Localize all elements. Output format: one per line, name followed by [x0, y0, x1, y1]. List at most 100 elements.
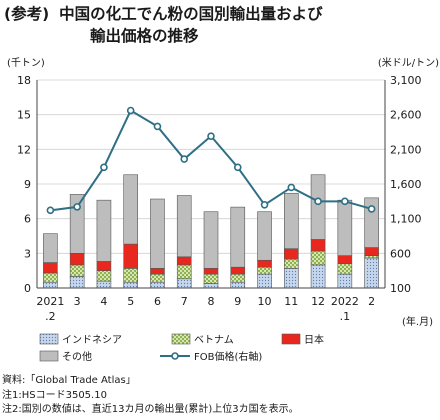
y-tick-right: 2,600: [390, 109, 422, 122]
bar-vietnam: [69, 264, 85, 277]
fob-price-point: [73, 203, 81, 211]
bar-vietnam: [203, 273, 219, 284]
y-tick-left: 9: [24, 178, 31, 191]
bar-other: [203, 211, 219, 269]
bar-indonesia: [96, 280, 112, 289]
bar-japan: [230, 266, 246, 275]
legend-indonesia-swatch: [39, 333, 59, 345]
y-tick-left: 12: [17, 143, 31, 156]
y-tick-left: 0: [24, 282, 31, 295]
legend-vietnam-swatch: [171, 333, 191, 345]
bar-japan: [96, 261, 112, 271]
x-tick-label: 8: [208, 295, 215, 308]
y-tick-right: 3,100: [390, 74, 422, 87]
bar-japan: [69, 253, 85, 266]
bar-japan: [150, 268, 165, 275]
bar-vietnam: [150, 273, 165, 283]
y-tick-right: 600: [390, 247, 411, 260]
bar-other: [43, 233, 58, 263]
fob-price-point: [341, 197, 349, 206]
x-tick-label: 12: [311, 295, 325, 308]
y-tick-left: 18: [17, 74, 31, 87]
y-axis-right-label: (米ドル/トン): [378, 56, 439, 69]
fob-price-point: [153, 122, 162, 131]
title-line-2: 輸出価格の推移: [90, 27, 199, 45]
bar-other: [123, 174, 138, 245]
bar-indonesia: [176, 278, 192, 289]
bar-indonesia: [203, 283, 219, 289]
bar-other: [284, 192, 299, 250]
y-tick-right: 2,100: [390, 143, 422, 156]
bar-indonesia: [284, 268, 299, 289]
legend-fob-label: FOB価格(右軸): [194, 350, 262, 363]
y-tick-left: 15: [17, 109, 31, 122]
bar-indonesia: [150, 281, 165, 289]
bar-japan: [337, 255, 353, 265]
bar-japan: [176, 256, 192, 266]
y-tick-left: 6: [24, 213, 31, 226]
bar-other: [230, 206, 246, 268]
fob-price-point: [287, 183, 296, 192]
bar-vietnam: [96, 270, 112, 282]
fob-price-point: [100, 163, 108, 172]
bar-indonesia: [364, 257, 379, 289]
fob-price-point: [260, 201, 269, 209]
fob-price-point: [233, 163, 242, 172]
x-tick-label: 5: [127, 295, 134, 308]
source-notes: 資料:「Global Trade Atlas」 注1:HSコード3505.10 …: [2, 374, 299, 418]
legend-other-swatch: [39, 350, 59, 362]
x-tick-label: 11: [284, 295, 298, 308]
legend-fob-swatch-marker: [171, 352, 179, 360]
bar-indonesia: [69, 276, 85, 289]
legend-other-label: その他: [62, 350, 92, 363]
bar-vietnam: [364, 255, 379, 259]
bar-indonesia: [43, 281, 58, 289]
bar-vietnam: [176, 264, 192, 280]
bar-indonesia: [310, 264, 326, 289]
bar-other: [150, 198, 165, 269]
bar-japan: [203, 268, 219, 275]
title-prefix: (参考): [4, 5, 50, 23]
bar-other: [337, 199, 353, 256]
bar-indonesia: [123, 281, 138, 289]
source-note: 資料:「Global Trade Atlas」: [2, 375, 136, 386]
bar-japan: [123, 243, 138, 269]
legend-japan-label: 日本: [304, 333, 324, 346]
x-tick-label: .2: [45, 310, 56, 323]
bar-vietnam: [43, 272, 58, 283]
fob-price-point: [126, 106, 135, 115]
fob-price-point: [180, 155, 189, 163]
y-axis-left-label: (千トン): [7, 57, 45, 69]
fob-price-point: [46, 206, 55, 215]
title-line-1: 中国の化工でん粉の国別輸出量および: [59, 5, 323, 23]
fob-price-point: [314, 197, 322, 206]
bar-vietnam: [230, 273, 246, 283]
bar-other: [176, 195, 192, 258]
bar-other: [96, 199, 112, 262]
x-tick-label: .1: [340, 310, 351, 323]
bar-japan: [364, 247, 379, 256]
bar-vietnam: [284, 258, 299, 269]
legend-japan-swatch: [281, 333, 301, 345]
x-tick-label: 9: [234, 295, 241, 308]
x-axis-label: (年.月): [402, 315, 433, 328]
x-tick-label: 2021: [36, 295, 64, 308]
bar-vietnam: [337, 263, 353, 275]
legend-indonesia-label: インドネシア: [62, 334, 122, 346]
x-tick-label: 4: [100, 295, 107, 308]
bar-japan: [284, 248, 299, 260]
bar-indonesia: [257, 273, 272, 289]
bar-vietnam: [310, 250, 326, 266]
y-tick-right: 100: [390, 282, 411, 295]
x-tick-label: 6: [154, 295, 161, 308]
bar-other: [69, 194, 85, 254]
y-tick-right: 1,600: [390, 178, 422, 191]
bar-japan: [310, 239, 326, 252]
chart-title: (参考) 中国の化工でん粉の国別輸出量および 輸出価格の推移: [4, 3, 323, 47]
bar-indonesia: [337, 273, 353, 289]
x-tick-label: 10: [258, 295, 272, 308]
footnote-2: 注2:国別の数値は、直近13カ月の輸出量(累計)上位3カ国を表示。: [2, 404, 299, 415]
bar-vietnam: [123, 268, 138, 283]
x-tick-label: 2022: [331, 295, 359, 308]
footnote-1: 注1:HSコード3505.10: [2, 389, 107, 401]
